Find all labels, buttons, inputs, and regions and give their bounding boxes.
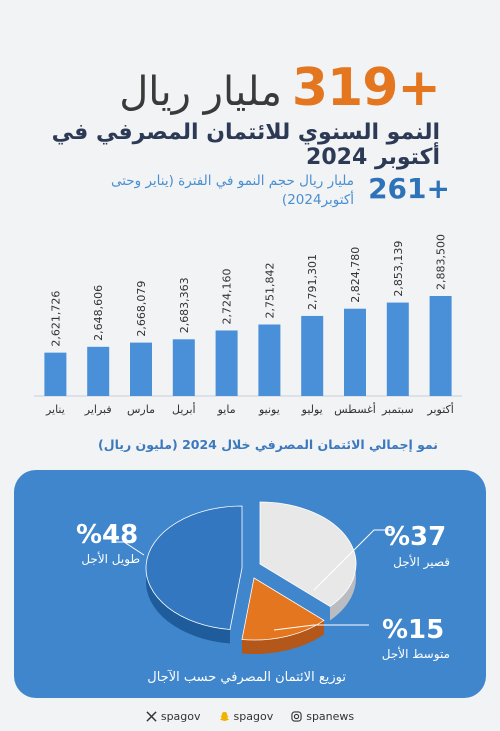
bar-2 — [344, 308, 366, 396]
bar-chart-title: نمو إجمالي الائتمان المصرفي خلال 2024 (م… — [98, 437, 438, 452]
pie-slice-1 — [259, 501, 357, 607]
pie-medium-pct: %15 — [382, 615, 445, 645]
headline: 319+ مليار ريال — [119, 58, 441, 118]
bar-6 — [172, 339, 195, 396]
growth-text: مليار ريال حجم النمو في الفترة (يناير وح… — [110, 173, 354, 208]
bar-9 — [44, 352, 67, 396]
bar-category-label-2: أغسطس — [334, 402, 376, 416]
bar-3 — [301, 315, 324, 396]
pie-card: %48 طويل الأجل %37 قصير الأجل %15 متوسط … — [14, 470, 486, 698]
bar-1 — [386, 302, 409, 396]
growth-number: 261+ — [368, 172, 450, 205]
x-icon — [146, 711, 157, 722]
headline-unit: مليار ريال — [119, 69, 282, 115]
bar-value-label-5: 2,724,160 — [221, 268, 234, 324]
bar-category-label-8: فبراير — [84, 403, 112, 416]
bar-4 — [258, 324, 281, 396]
bar-value-label-2: 2,824,780 — [349, 247, 362, 303]
bar-category-label-7: مارس — [127, 403, 155, 416]
leader-line-short — [313, 529, 394, 591]
bar-8 — [87, 346, 110, 396]
footer-instagram[interactable]: spanews — [291, 710, 354, 723]
bar-category-label-4: يونيو — [258, 403, 280, 416]
leader-line-long — [114, 541, 145, 556]
pie-long-label: طويل الأجل — [81, 552, 140, 566]
bar-5 — [215, 330, 238, 396]
bar-value-label-9: 2,621,726 — [49, 291, 62, 347]
bar-value-label-1: 2,853,139 — [392, 241, 405, 297]
bar-value-label-8: 2,648,606 — [92, 285, 105, 341]
footer-x-handle: spagov — [160, 710, 201, 723]
bar-category-label-5: مايو — [217, 403, 236, 416]
bar-value-label-0: 2,883,500 — [435, 234, 448, 290]
bar-value-label-3: 2,791,301 — [306, 254, 319, 310]
footer-snapchat[interactable]: spagov — [219, 710, 274, 723]
pie-short-label: قصير الأجل — [393, 555, 450, 569]
leader-line-medium — [273, 624, 369, 631]
bar-value-label-4: 2,751,842 — [263, 263, 276, 319]
instagram-icon — [291, 711, 302, 722]
snapchat-icon — [219, 711, 229, 722]
bar-category-label-6: أبريل — [172, 402, 196, 416]
bar-category-label-9: يناير — [45, 403, 65, 416]
bar-0 — [429, 296, 452, 396]
bar-chart: 2,883,500 أكتوبر 2,853,139 سبتمبر 2,824,780 أ… — [28, 232, 468, 454]
pie-slice-2 — [241, 577, 325, 641]
subheadline: النمو السنوي للائتمان المصرفي في أكتوبر … — [51, 120, 440, 170]
bar-value-label-6: 2,683,363 — [178, 277, 191, 333]
growth-row: 261+ مليار ريال حجم النمو في الفترة (ينا… — [60, 170, 450, 210]
headline-number: 319+ — [291, 58, 441, 118]
footer: spagov spagov spanews — [0, 710, 500, 723]
bar-category-label-0: أكتوبر — [426, 402, 453, 416]
pie-medium-label: متوسط الأجل — [381, 647, 450, 661]
pie-chart-title: توزيع الائتمان المصرفي حسب الآجال — [147, 670, 346, 685]
pie-slice-0 — [145, 505, 243, 630]
bar-chart-svg: 2,883,500 أكتوبر 2,853,139 سبتمبر 2,824,780 أ… — [34, 234, 462, 416]
footer-x[interactable]: spagov — [146, 710, 201, 723]
bar-value-label-7: 2,668,079 — [135, 281, 148, 337]
pie-chart-svg — [114, 501, 394, 654]
pie-short-pct: %37 — [384, 522, 447, 552]
bar-category-label-1: سبتمبر — [381, 403, 414, 416]
bar-category-label-3: يوليو — [301, 403, 323, 416]
pie-long-pct: %48 — [76, 520, 139, 550]
footer-instagram-handle: spanews — [306, 710, 355, 723]
footer-snapchat-handle: spagov — [233, 710, 274, 723]
bar-7 — [130, 342, 152, 396]
